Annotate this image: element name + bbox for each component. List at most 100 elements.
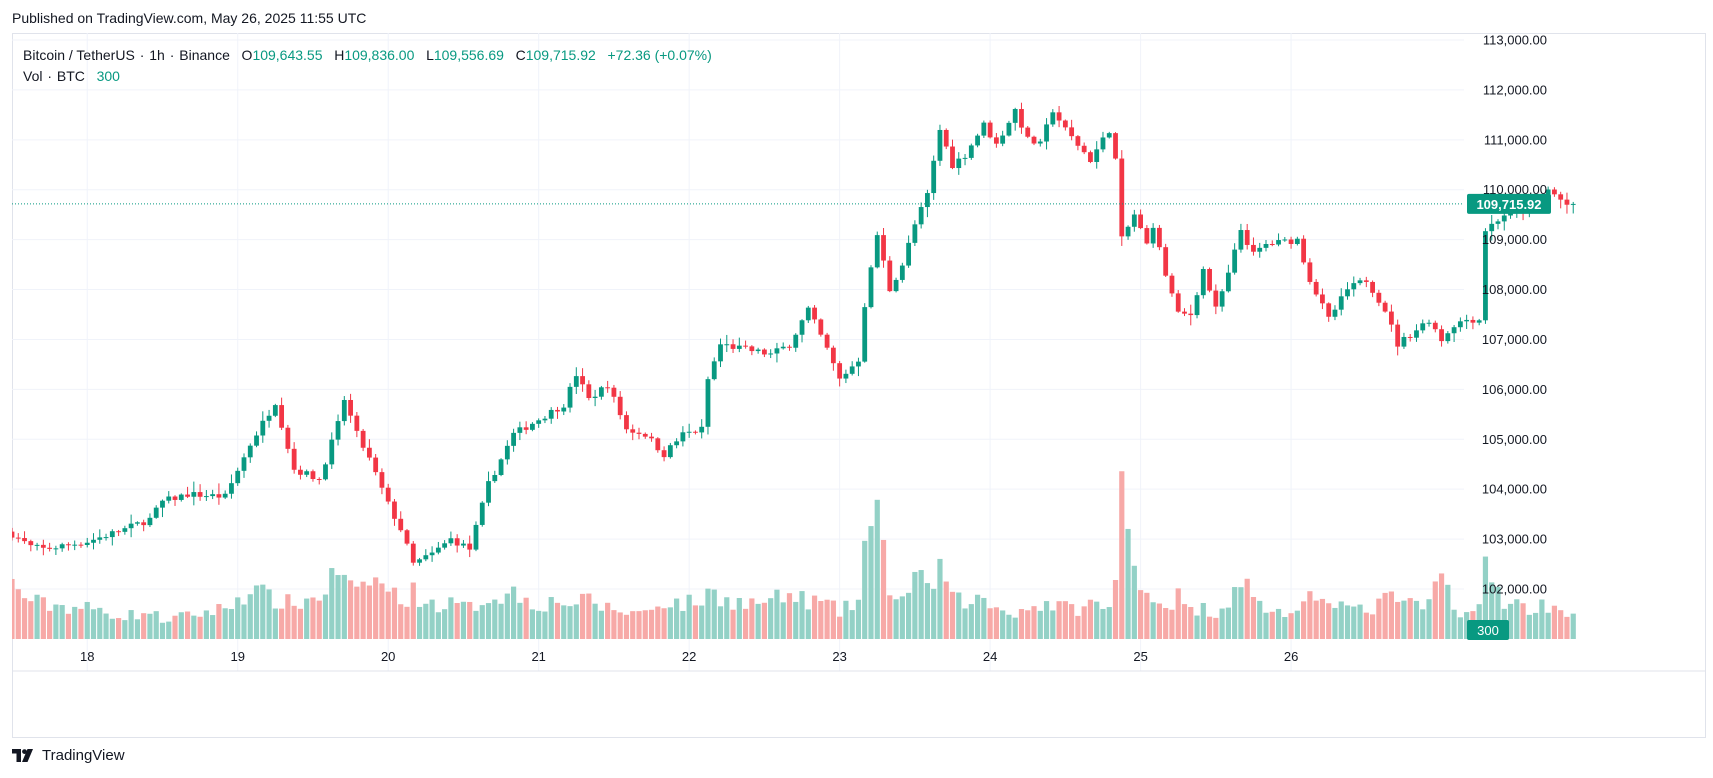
candle-body	[1464, 319, 1470, 322]
candle-body	[486, 481, 491, 503]
candle-body	[1157, 227, 1162, 248]
candle-body	[335, 421, 341, 440]
volume-bar	[1106, 607, 1112, 639]
volume-bar	[642, 610, 648, 639]
candle-body	[454, 538, 460, 546]
volume-bar	[849, 610, 855, 639]
time-axis[interactable]: 18 19 20 21 22 23 24 25 26	[12, 649, 1706, 672]
close-label: C	[515, 47, 526, 63]
candlestick-chart[interactable]: 113,000.00 112,000.00 111,000.00 110,000.00…	[12, 33, 1706, 738]
time-tick-label: 23	[832, 649, 846, 664]
candle-body	[216, 494, 222, 498]
price-axis[interactable]: 113,000.00 112,000.00 111,000.00 110,000.00…	[1482, 33, 1547, 597]
volume-bar	[1489, 582, 1495, 639]
candle-body	[1138, 214, 1143, 229]
volume-bar	[1181, 604, 1188, 639]
volume-bar	[1294, 610, 1300, 639]
interval-label[interactable]: 1h	[149, 47, 165, 63]
volume-legend-row[interactable]: Vol · BTC 300	[23, 68, 120, 84]
candle-body	[862, 307, 868, 362]
volume-bar	[448, 597, 454, 639]
volume-bar	[1000, 610, 1006, 639]
candle-body	[410, 543, 416, 563]
volume-bar	[304, 598, 310, 639]
candle-body	[461, 543, 466, 546]
volume-bar	[65, 613, 72, 639]
candle-body	[473, 524, 479, 550]
candle-body	[1363, 280, 1369, 282]
candle-body	[1495, 221, 1501, 224]
candle-body	[931, 160, 937, 194]
volume-bar	[1275, 608, 1282, 639]
chart-frame[interactable]	[12, 33, 1706, 738]
candle-body	[918, 207, 924, 225]
candle-body	[711, 361, 717, 380]
volume-bar	[216, 604, 222, 639]
candle-body	[1558, 194, 1564, 200]
close-value: 109,715.92	[525, 47, 596, 63]
volume-bar	[285, 594, 291, 639]
volume-bar	[391, 587, 398, 639]
volume-bar	[1445, 584, 1451, 639]
volume-bar	[184, 611, 191, 639]
volume-bar	[235, 597, 241, 639]
volume-bar	[1539, 599, 1545, 639]
candle-body	[360, 430, 366, 448]
candle-body	[153, 507, 159, 518]
candle-body	[84, 542, 90, 545]
open-value: 109,643.55	[252, 47, 323, 63]
volume-bar	[1043, 601, 1050, 639]
volume-bar	[862, 540, 868, 639]
candle-body	[1025, 127, 1031, 137]
volume-bar	[686, 594, 692, 639]
candle-body	[66, 544, 71, 546]
candle-body	[1401, 336, 1407, 347]
symbol-name[interactable]: Bitcoin / TetherUS	[23, 47, 135, 63]
volume-bar	[511, 586, 517, 639]
open-label: O	[241, 47, 253, 63]
candle-body	[1307, 262, 1313, 282]
volume-bar	[191, 615, 197, 639]
volume-bar	[1225, 607, 1231, 639]
volume-bar	[40, 597, 46, 639]
candle-body	[1119, 158, 1125, 237]
candle-body	[435, 547, 441, 553]
candle-body	[329, 439, 335, 465]
volume-bar	[1169, 609, 1175, 639]
candle-body	[1326, 303, 1332, 317]
volume-bar	[1056, 601, 1062, 639]
high-label: H	[334, 47, 345, 63]
volume-unit: BTC	[56, 68, 85, 84]
volume-bar	[1282, 617, 1288, 639]
volume-bar	[1545, 612, 1551, 639]
tradingview-brand-text: TradingView	[42, 747, 125, 764]
candle-body	[1207, 268, 1212, 291]
change-value: +72.36 (+0.07%)	[607, 47, 712, 63]
candle-body	[598, 387, 604, 397]
price-tick-label: 102,000.00	[1482, 582, 1547, 597]
volume-bar	[1507, 603, 1514, 639]
candle-body	[561, 407, 567, 412]
candle-body	[235, 470, 241, 484]
candle-body	[1426, 322, 1432, 324]
candle-body	[586, 384, 592, 399]
volume-bar	[166, 621, 172, 639]
volume-bar	[1119, 471, 1125, 639]
candle-body	[617, 396, 623, 416]
candle-body	[555, 409, 560, 412]
volume-bar	[53, 604, 59, 639]
candle-body	[103, 537, 109, 539]
volume-bar	[341, 574, 347, 639]
tradingview-logo[interactable]: TradingView	[12, 747, 125, 764]
candle-body	[1094, 149, 1100, 162]
candle-body	[348, 399, 353, 416]
volume-bar	[974, 594, 981, 639]
volume-bar	[115, 618, 122, 639]
candle-body	[1389, 311, 1394, 325]
candle-body	[636, 432, 642, 434]
candle-body	[1457, 321, 1463, 328]
volume-bar	[768, 598, 774, 639]
price-legend-row[interactable]: Bitcoin / TetherUS · 1h · Binance O109,6…	[23, 47, 712, 63]
candle-body	[642, 433, 648, 437]
candle-body	[341, 399, 347, 422]
